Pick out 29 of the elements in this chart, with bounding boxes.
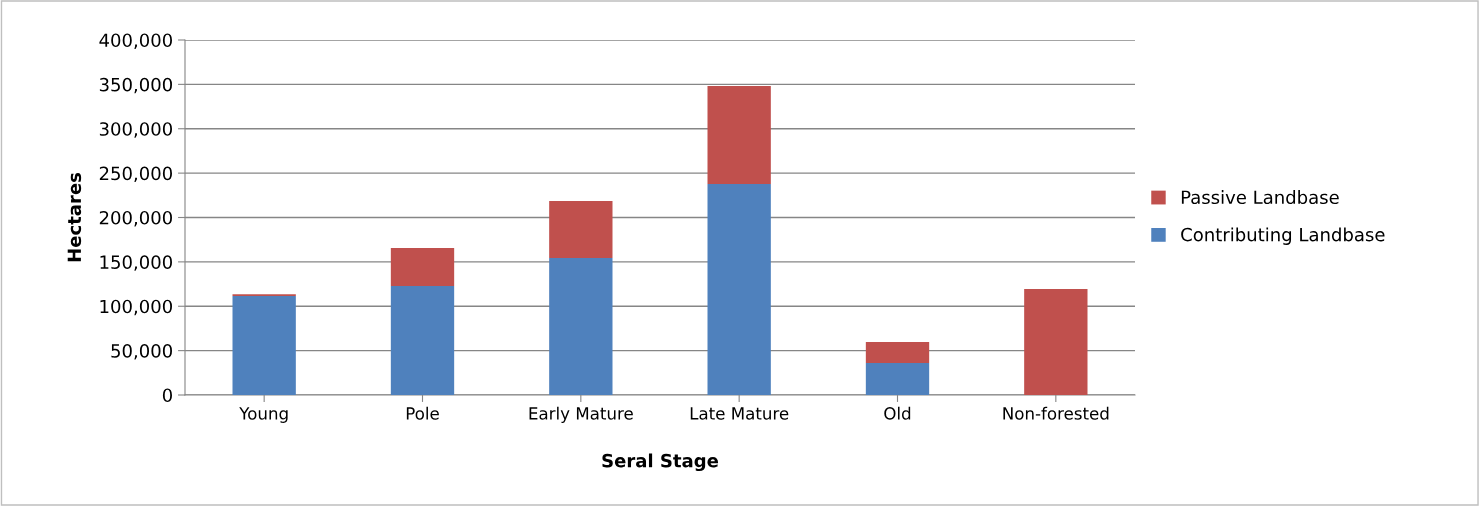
bar: [865, 363, 930, 395]
y-tick-label: 0: [162, 388, 172, 403]
bar: [707, 184, 771, 395]
y-tick-label: 150,000: [100, 255, 172, 271]
y-tick-label: 100,000: [100, 299, 172, 316]
x-tick-label: Old: [884, 406, 911, 420]
y-axis-title: Hectares: [67, 172, 82, 262]
y-tick-label: 250,000: [99, 166, 172, 183]
bar: [549, 257, 613, 395]
y-tick-label: 350,000: [99, 77, 172, 94]
x-tick-label: Pole: [406, 406, 439, 420]
x-tick-label: Early Mature: [529, 406, 633, 423]
legend-label: Contributing Landbase: [1181, 227, 1385, 245]
x-tick-label: Young: [239, 407, 288, 423]
bar: [549, 200, 613, 258]
bar: [390, 248, 455, 287]
y-tick-label: 50,000: [111, 344, 172, 360]
y-tick-label: 400,000: [99, 33, 172, 49]
x-tick-label: Non-forested: [1003, 406, 1109, 420]
bar: [232, 296, 296, 395]
y-tick-label: 200,000: [99, 210, 172, 227]
legend-label: Passive Landbase: [1181, 190, 1339, 205]
bar: [707, 85, 771, 185]
bar: [865, 342, 930, 364]
bar: [390, 286, 455, 395]
x-tick-label: Late Mature: [690, 407, 789, 420]
y-tick-label: 300,000: [99, 122, 172, 138]
bar: [1024, 289, 1088, 395]
x-axis-title: Seral Stage: [602, 453, 719, 472]
